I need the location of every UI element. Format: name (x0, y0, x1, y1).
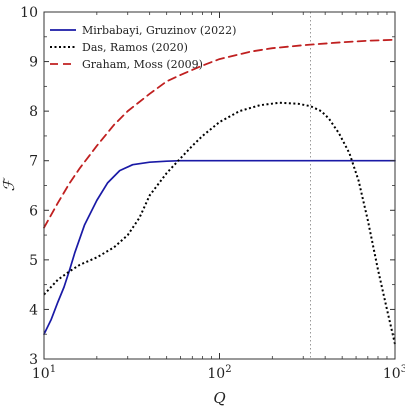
y-tick-label: 8 (29, 104, 38, 120)
x-tick-label: 103 (383, 364, 405, 382)
legend-label-1: Mirbabayi, Gruzinov (2022) (82, 24, 236, 37)
x-tick-label: 102 (207, 364, 231, 382)
x-axis-title: Q (213, 389, 225, 407)
legend-label-3: Graham, Moss (2009) (82, 58, 203, 71)
y-tick-label: 9 (29, 55, 38, 71)
y-tick-label: 3 (29, 352, 38, 368)
y-tick-label: 4 (29, 302, 38, 318)
y-tick-label: 5 (29, 253, 38, 269)
y-axis-title: ℱ (0, 176, 18, 191)
series-line-1 (43, 159, 396, 336)
series-line-3 (43, 38, 396, 229)
legend: Mirbabayi, Gruzinov (2022) Das, Ramos (20… (50, 24, 236, 71)
y-tick-label: 6 (29, 203, 38, 219)
series-line-2 (43, 101, 396, 345)
y-tick-label: 10 (20, 5, 38, 21)
y-tick-label: 7 (29, 154, 38, 170)
legend-label-2: Das, Ramos (2020) (82, 41, 188, 54)
x-tick-label: 101 (32, 364, 56, 382)
